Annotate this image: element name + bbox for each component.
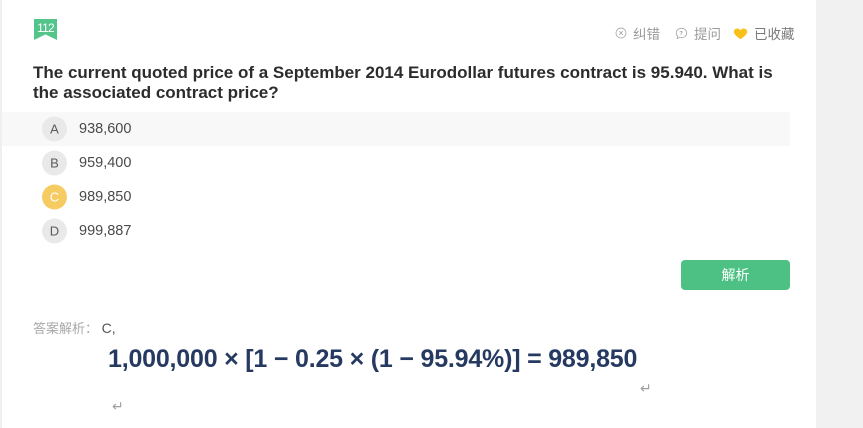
- svg-text:?: ?: [679, 31, 683, 37]
